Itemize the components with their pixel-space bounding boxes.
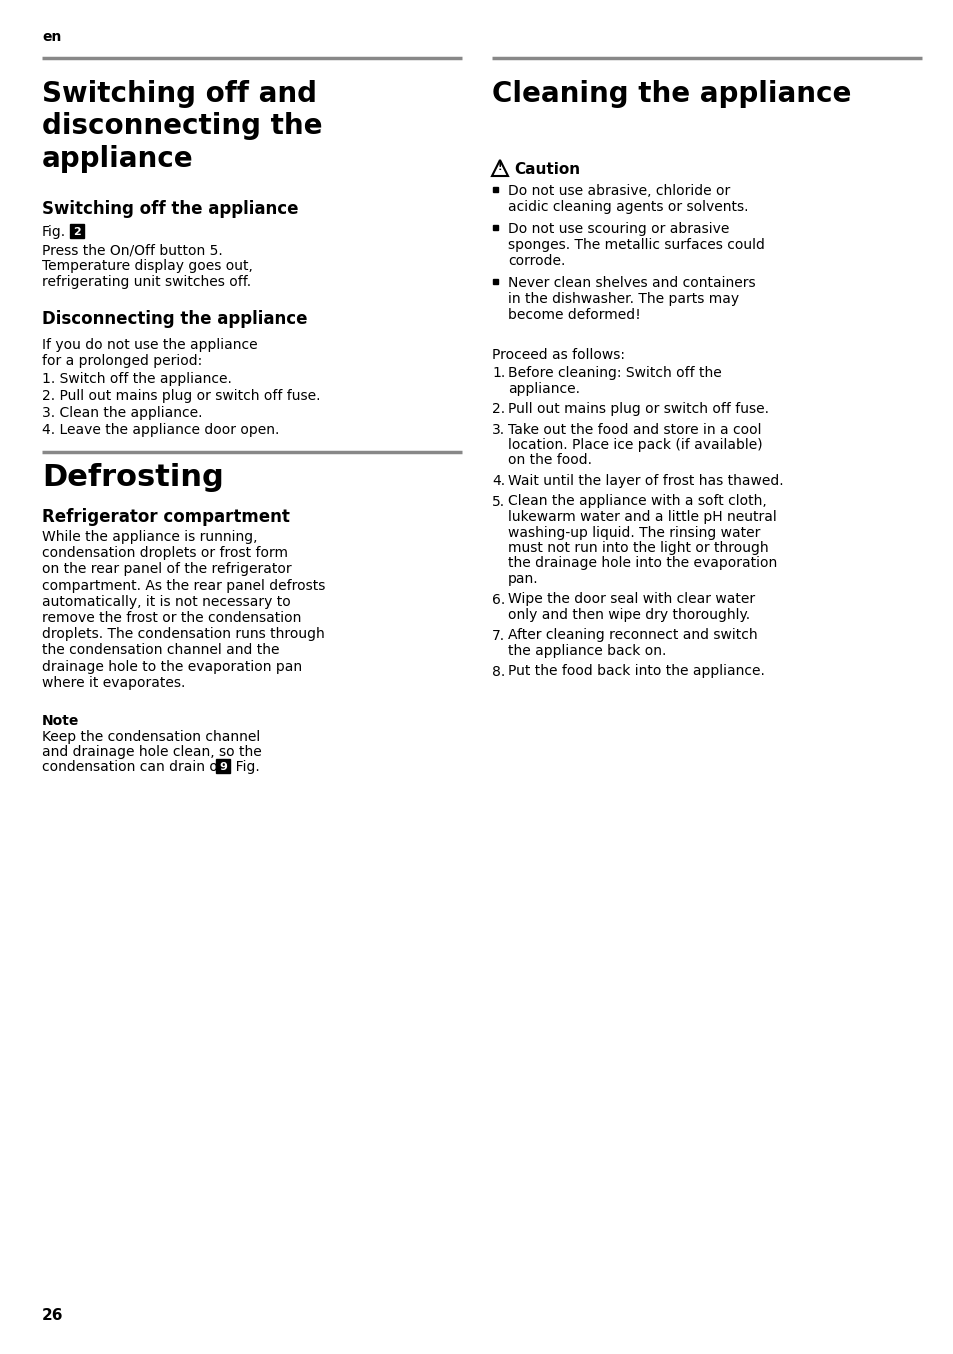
Text: washing-up liquid. The rinsing water: washing-up liquid. The rinsing water <box>507 525 760 539</box>
FancyBboxPatch shape <box>493 225 497 230</box>
Text: Proceed as follows:: Proceed as follows: <box>492 348 624 362</box>
FancyBboxPatch shape <box>493 279 497 284</box>
Text: 3.: 3. <box>492 422 504 436</box>
Text: !: ! <box>497 162 501 172</box>
Text: 7.: 7. <box>492 628 504 643</box>
FancyBboxPatch shape <box>215 760 230 773</box>
Text: Cleaning the appliance: Cleaning the appliance <box>492 80 850 108</box>
Text: 8.: 8. <box>492 665 505 678</box>
Text: 5.: 5. <box>492 494 504 509</box>
Text: 1.: 1. <box>492 366 505 380</box>
Text: 26: 26 <box>42 1308 64 1323</box>
Text: the appliance back on.: the appliance back on. <box>507 645 666 658</box>
Text: After cleaning reconnect and switch: After cleaning reconnect and switch <box>507 628 757 643</box>
Text: Keep the condensation channel: Keep the condensation channel <box>42 730 260 743</box>
Text: 4. Leave the appliance door open.: 4. Leave the appliance door open. <box>42 422 279 437</box>
Text: Clean the appliance with a soft cloth,: Clean the appliance with a soft cloth, <box>507 494 766 509</box>
Text: Refrigerator compartment: Refrigerator compartment <box>42 508 290 525</box>
Text: and drainage hole clean, so the: and drainage hole clean, so the <box>42 745 261 760</box>
Text: the drainage hole into the evaporation: the drainage hole into the evaporation <box>507 556 777 570</box>
Text: 4.: 4. <box>492 474 504 487</box>
Text: only and then wipe dry thoroughly.: only and then wipe dry thoroughly. <box>507 608 749 621</box>
Text: 3. Clean the appliance.: 3. Clean the appliance. <box>42 406 202 420</box>
Text: 9: 9 <box>219 762 227 772</box>
Text: on the food.: on the food. <box>507 454 592 467</box>
Text: pan.: pan. <box>507 571 538 586</box>
Text: Caution: Caution <box>514 162 579 177</box>
Text: Press the On/Off button 5.
Temperature display goes out,
refrigerating unit swit: Press the On/Off button 5. Temperature d… <box>42 242 253 290</box>
Text: lukewarm water and a little pH neutral: lukewarm water and a little pH neutral <box>507 510 776 524</box>
Text: 1. Switch off the appliance.: 1. Switch off the appliance. <box>42 372 232 386</box>
Text: 2.: 2. <box>492 402 504 416</box>
FancyBboxPatch shape <box>493 187 497 192</box>
Text: Take out the food and store in a cool: Take out the food and store in a cool <box>507 422 760 436</box>
Text: Switching off the appliance: Switching off the appliance <box>42 200 298 218</box>
Text: Before cleaning: Switch off the: Before cleaning: Switch off the <box>507 366 721 380</box>
Text: Disconnecting the appliance: Disconnecting the appliance <box>42 310 307 328</box>
Text: must not run into the light or through: must not run into the light or through <box>507 542 768 555</box>
Text: condensation can drain off. Fig.: condensation can drain off. Fig. <box>42 760 259 774</box>
FancyBboxPatch shape <box>70 223 84 238</box>
Text: While the appliance is running,
condensation droplets or frost form
on the rear : While the appliance is running, condensa… <box>42 529 325 689</box>
Text: en: en <box>42 30 61 43</box>
Text: Do not use abrasive, chloride or
acidic cleaning agents or solvents.: Do not use abrasive, chloride or acidic … <box>507 184 748 214</box>
Text: Wait until the layer of frost has thawed.: Wait until the layer of frost has thawed… <box>507 474 782 487</box>
Text: Do not use scouring or abrasive
sponges. The metallic surfaces could
corrode.: Do not use scouring or abrasive sponges.… <box>507 222 764 268</box>
Text: Fig.: Fig. <box>42 225 66 240</box>
Text: Defrosting: Defrosting <box>42 463 224 492</box>
Text: If you do not use the appliance
for a prolonged period:: If you do not use the appliance for a pr… <box>42 338 257 368</box>
Text: location. Place ice pack (if available): location. Place ice pack (if available) <box>507 437 761 452</box>
Text: Note: Note <box>42 714 79 728</box>
Text: Never clean shelves and containers
in the dishwasher. The parts may
become defor: Never clean shelves and containers in th… <box>507 276 755 322</box>
Text: Put the food back into the appliance.: Put the food back into the appliance. <box>507 665 764 678</box>
Text: appliance.: appliance. <box>507 382 579 395</box>
Text: Wipe the door seal with clear water: Wipe the door seal with clear water <box>507 593 755 607</box>
Text: Switching off and
disconnecting the
appliance: Switching off and disconnecting the appl… <box>42 80 322 173</box>
Text: 2. Pull out mains plug or switch off fuse.: 2. Pull out mains plug or switch off fus… <box>42 389 320 403</box>
Text: 2: 2 <box>73 227 81 237</box>
Text: Pull out mains plug or switch off fuse.: Pull out mains plug or switch off fuse. <box>507 402 768 416</box>
Text: 6.: 6. <box>492 593 505 607</box>
